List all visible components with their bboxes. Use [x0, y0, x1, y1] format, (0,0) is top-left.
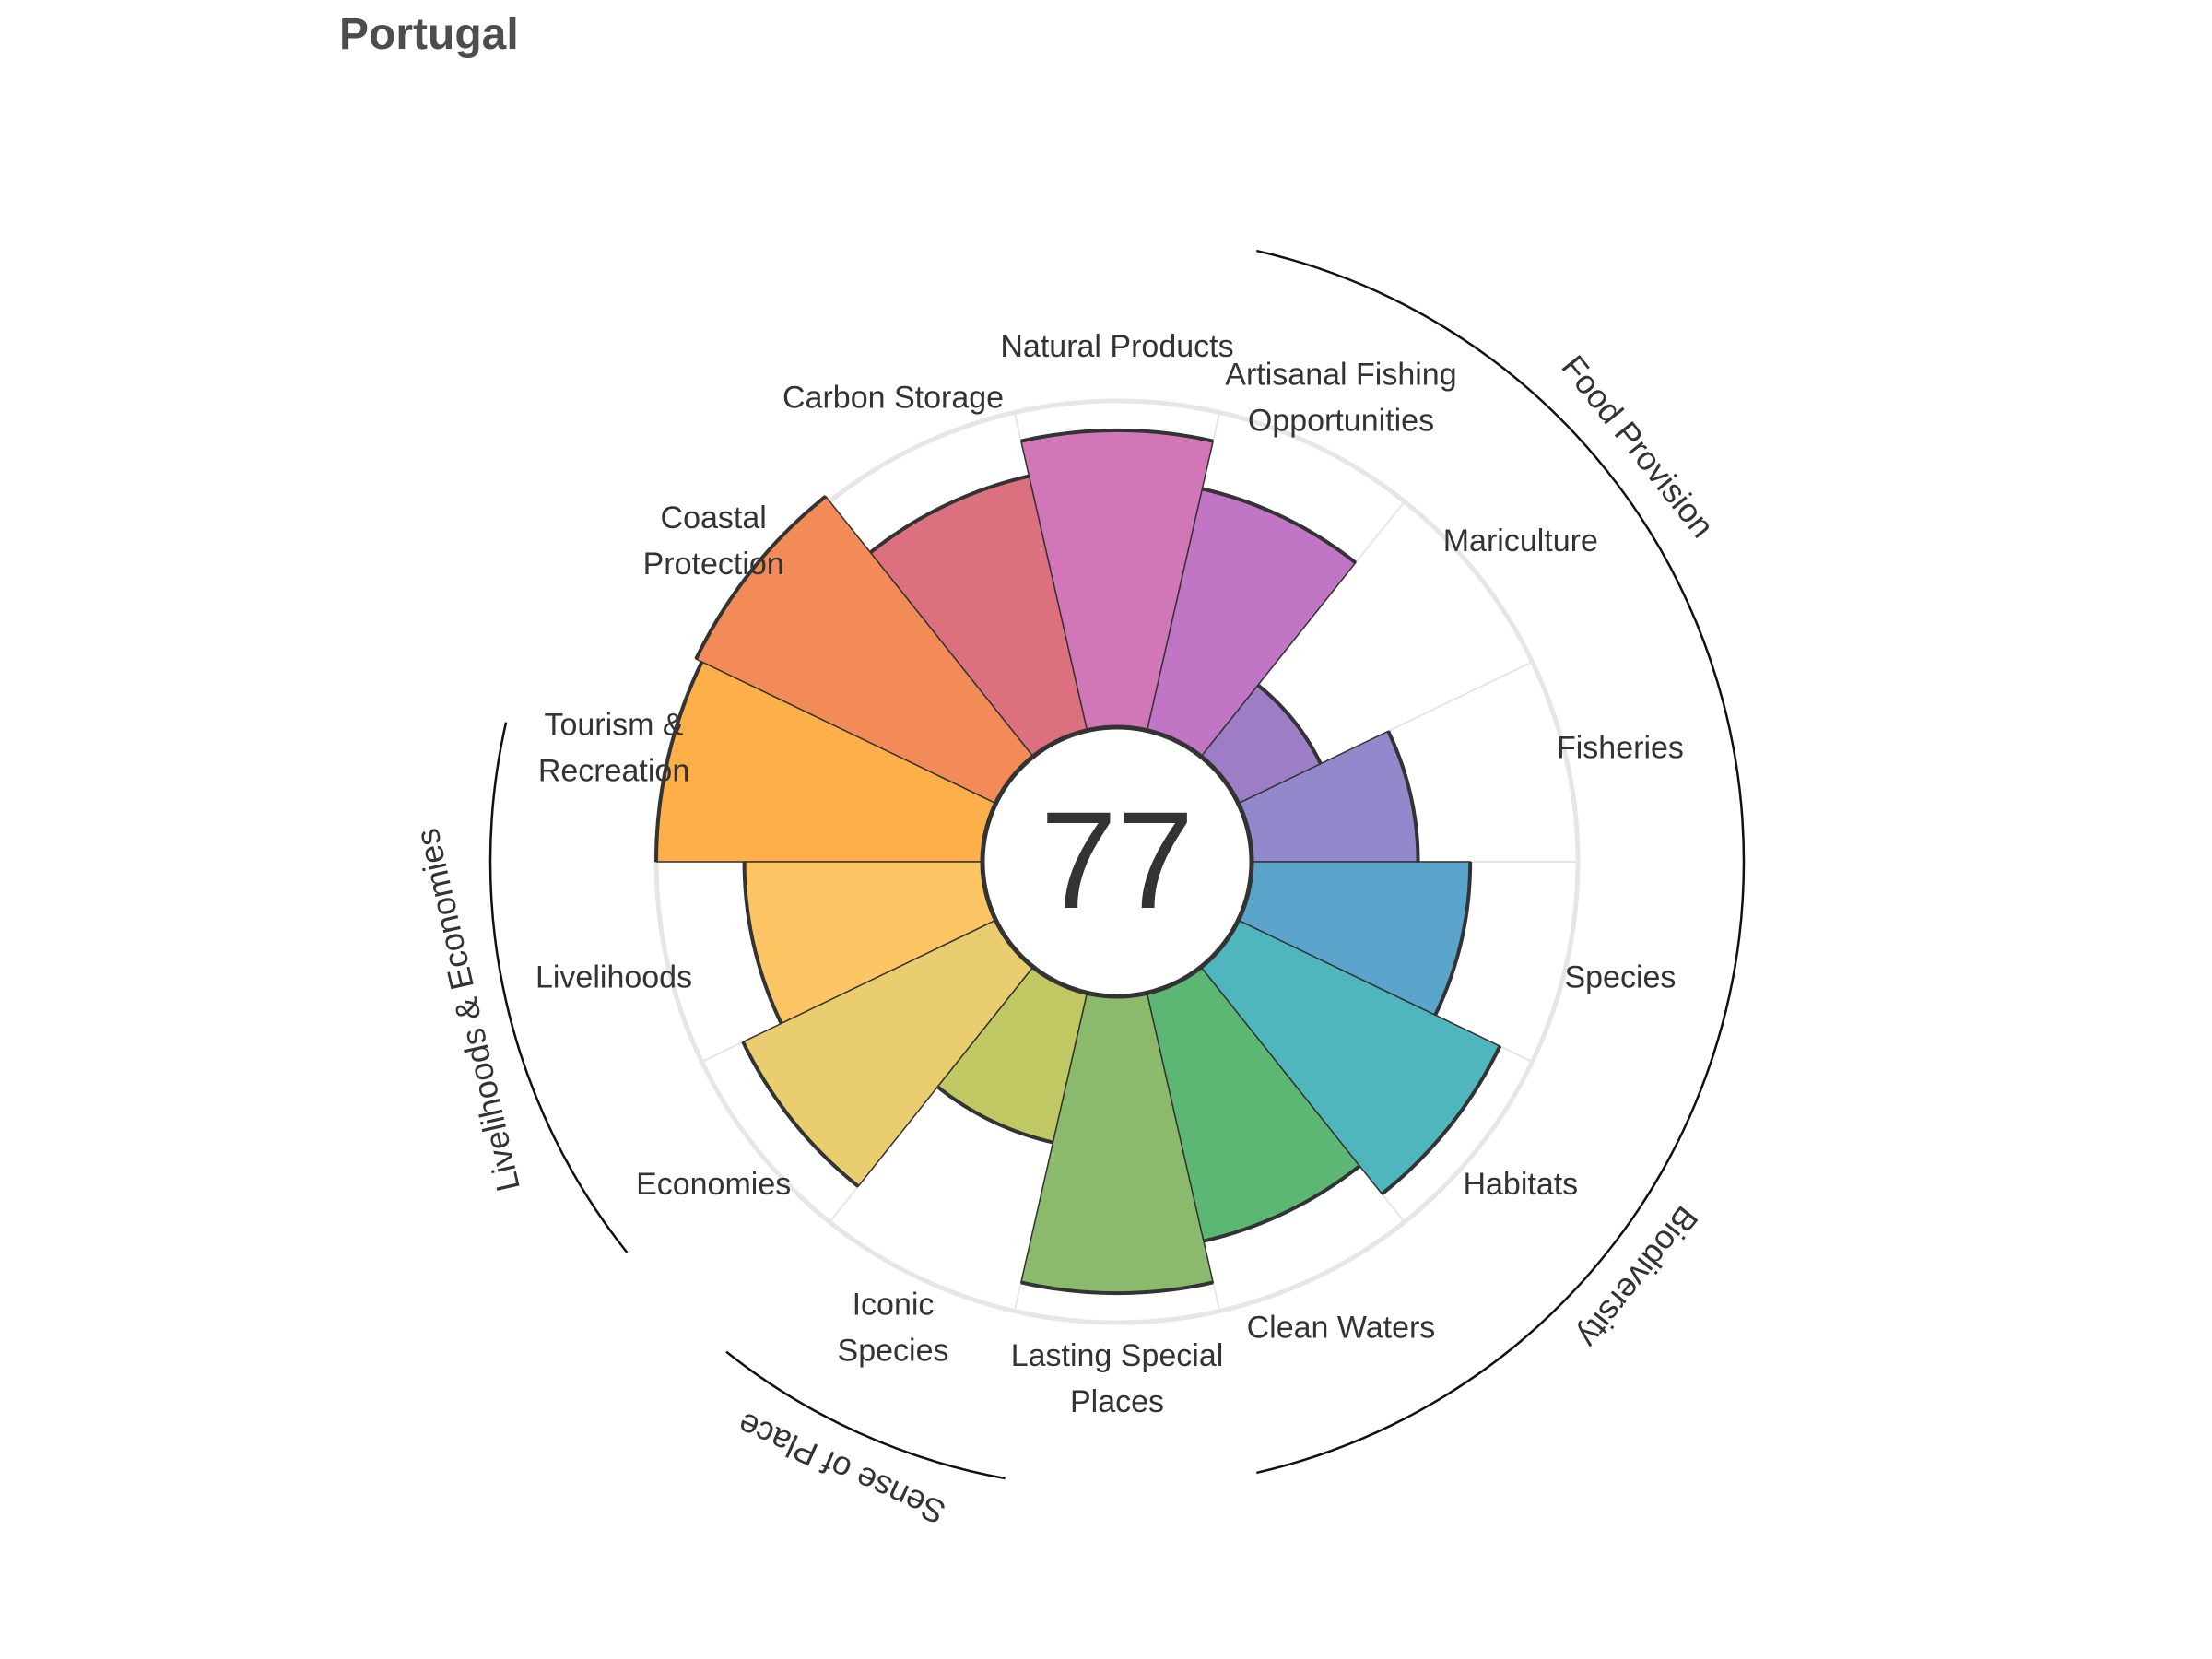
petal-edge: [742, 861, 783, 1025]
petal-edge: [1020, 1280, 1214, 1296]
center-circle: [980, 724, 1254, 999]
petal-edge: [1433, 861, 1473, 1017]
petal-edge: [1203, 1164, 1361, 1243]
petal-edge: [654, 661, 704, 863]
petal-label: Species: [1564, 960, 1676, 995]
petal-label: Livelihoods: [535, 960, 692, 995]
label-layer: Fisheries Mariculture Artisanal Fishing Opp…: [535, 329, 1684, 1419]
petal-label: Habitats: [1463, 1167, 1578, 1202]
petal-edge: [1381, 1045, 1502, 1196]
petal-edge: [1201, 487, 1358, 565]
petal-edge: [869, 474, 1030, 555]
petal-label: Lasting Special Places: [1011, 1338, 1224, 1419]
group-arc: [1256, 861, 1746, 1475]
petal-label: Natural Products: [1000, 329, 1233, 364]
petal-edge: [935, 1085, 1053, 1145]
overall-score: 77: [1041, 782, 1194, 937]
petal-label: Coastal Protection: [643, 500, 784, 582]
petal-edge: [694, 494, 828, 660]
petal-label: Clean Waters: [1247, 1311, 1436, 1346]
petal-label: Iconic Species: [838, 1288, 949, 1369]
chart-title: Portugal: [339, 10, 519, 59]
group-arc: [1256, 249, 1746, 863]
group-label: Biodiversity: [1571, 1199, 1706, 1355]
petal-edge: [741, 1041, 860, 1188]
petal-edge: [1020, 428, 1214, 443]
group-arc: [488, 722, 629, 1253]
petal-label: Economies: [636, 1167, 791, 1202]
petal-label: Mariculture: [1443, 524, 1598, 559]
petal-label: Carbon Storage: [782, 380, 1004, 415]
petal-edge: [1386, 730, 1420, 863]
petal-label: Fisheries: [1557, 730, 1684, 765]
petal-label: Artisanal Fishing Opportunities: [1225, 357, 1456, 438]
petal-edge: [1256, 683, 1323, 765]
group-arc: [725, 1350, 1006, 1480]
petal-layer: [654, 428, 1502, 1296]
petal-label: Tourism & Recreation: [538, 707, 689, 788]
